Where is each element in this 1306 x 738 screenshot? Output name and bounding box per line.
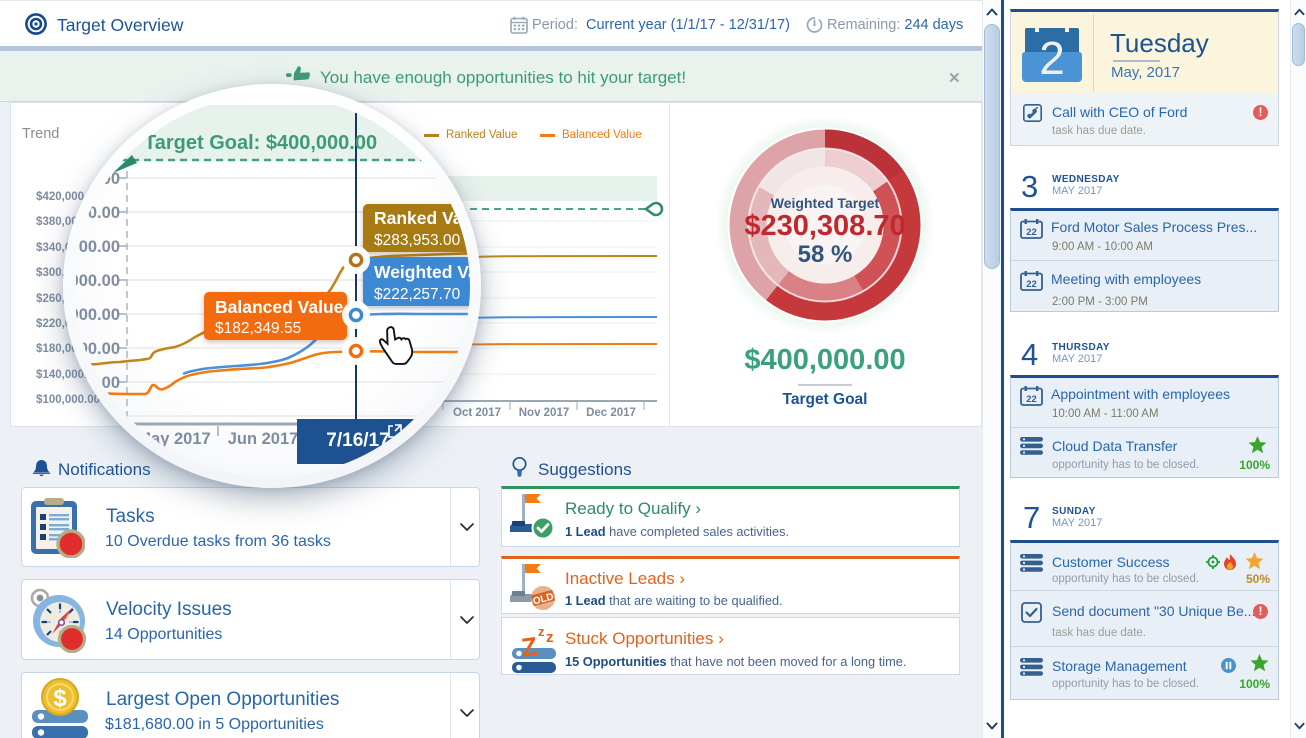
svg-text:z: z — [546, 629, 554, 646]
svg-text:$180,000.00: $180,000.00 — [76, 374, 120, 392]
svg-text:Nov 2017: Nov 2017 — [519, 407, 570, 419]
svg-text:May 2017: May 2017 — [137, 430, 210, 448]
svg-text:22: 22 — [1026, 394, 1037, 405]
svg-text:$100,000.00: $100,000.00 — [36, 394, 100, 406]
svg-text:$220,000.00: $220,000.00 — [76, 340, 120, 358]
svg-text:Dec 2017: Dec 2017 — [586, 407, 636, 419]
svg-text:$260,000.00: $260,000.00 — [76, 306, 120, 324]
svg-text:$: $ — [53, 685, 67, 712]
svg-text:$140,000.00: $140,000.00 — [76, 408, 120, 426]
svg-text:$340,000.00: $340,000.00 — [76, 238, 120, 256]
svg-text:2: 2 — [1039, 32, 1065, 84]
svg-text:22: 22 — [1026, 279, 1037, 290]
svg-text:z: z — [538, 624, 545, 639]
svg-text:22: 22 — [1026, 227, 1037, 238]
svg-text:$300,000.00: $300,000.00 — [76, 272, 120, 290]
svg-text:$380,000.00: $380,000.00 — [76, 204, 120, 222]
svg-text:Jun 2017: Jun 2017 — [228, 430, 299, 448]
svg-text:$420,000.00: $420,000.00 — [76, 170, 120, 188]
svg-text:Z: Z — [520, 631, 540, 663]
svg-text:OLD: OLD — [532, 591, 555, 607]
